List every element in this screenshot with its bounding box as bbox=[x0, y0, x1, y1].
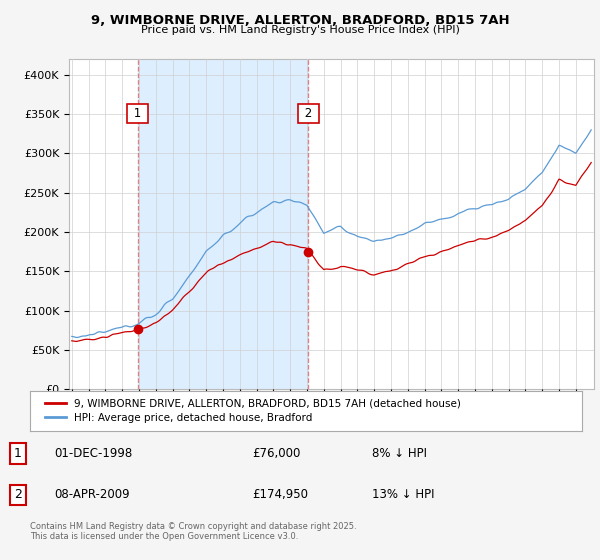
Text: 8% ↓ HPI: 8% ↓ HPI bbox=[372, 447, 427, 460]
Text: 1: 1 bbox=[130, 108, 145, 120]
Text: 9, WIMBORNE DRIVE, ALLERTON, BRADFORD, BD15 7AH: 9, WIMBORNE DRIVE, ALLERTON, BRADFORD, B… bbox=[91, 14, 509, 27]
Text: 2: 2 bbox=[14, 488, 22, 501]
Legend: 9, WIMBORNE DRIVE, ALLERTON, BRADFORD, BD15 7AH (detached house), HPI: Average p: 9, WIMBORNE DRIVE, ALLERTON, BRADFORD, B… bbox=[41, 395, 465, 427]
Text: 01-DEC-1998: 01-DEC-1998 bbox=[54, 447, 132, 460]
Text: Price paid vs. HM Land Registry's House Price Index (HPI): Price paid vs. HM Land Registry's House … bbox=[140, 25, 460, 35]
Text: 2: 2 bbox=[301, 108, 316, 120]
Text: 13% ↓ HPI: 13% ↓ HPI bbox=[372, 488, 434, 501]
Bar bbox=[137, 59, 308, 389]
Text: 08-APR-2009: 08-APR-2009 bbox=[54, 488, 130, 501]
Text: £76,000: £76,000 bbox=[252, 447, 301, 460]
Text: £174,950: £174,950 bbox=[252, 488, 308, 501]
Text: 1: 1 bbox=[14, 447, 22, 460]
Text: Contains HM Land Registry data © Crown copyright and database right 2025.
This d: Contains HM Land Registry data © Crown c… bbox=[30, 522, 356, 542]
